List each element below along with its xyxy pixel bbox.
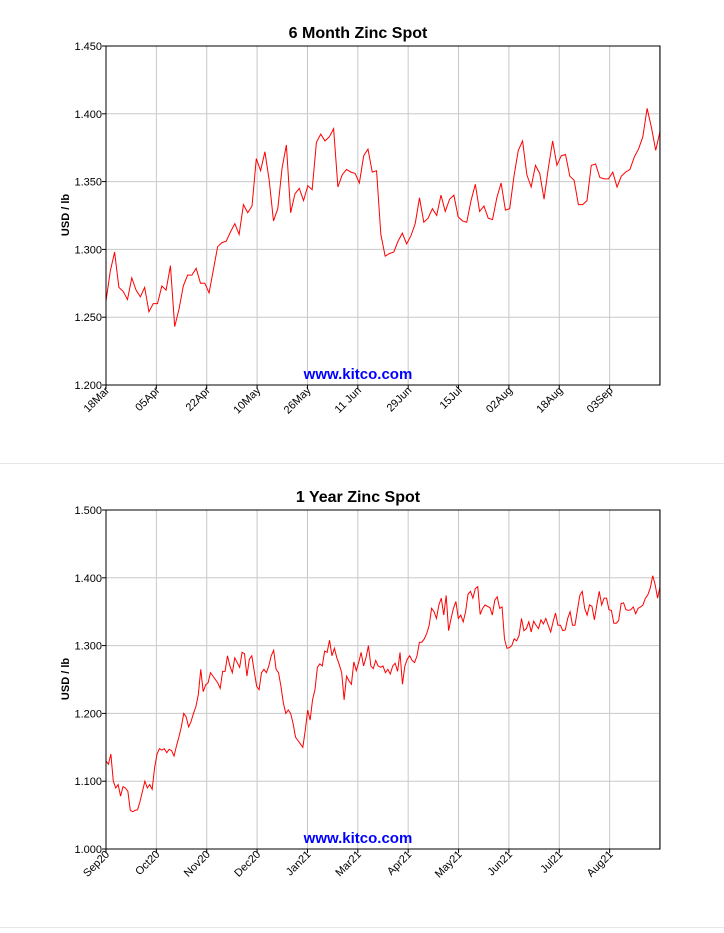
grid	[106, 510, 660, 849]
y-tick-label: 1.350	[74, 177, 102, 189]
x-tick-label: 26May	[282, 384, 314, 416]
x-tick-label: Jun21	[485, 849, 515, 879]
y-tick-label: 1.400	[74, 573, 102, 585]
y-ticks: 1.200 1.250 1.300 1.350 1.400 1.450	[74, 41, 106, 392]
x-tick-label: 15Jul	[438, 385, 465, 412]
y-tick-label: 1.300	[74, 244, 102, 256]
x-tick-label: Nov20	[182, 849, 213, 880]
chart-title: 6 Month Zinc Spot	[289, 25, 428, 42]
x-tick-label: Dec20	[232, 849, 263, 880]
y-tick-label: 1.500	[74, 505, 102, 517]
y-tick-label: 1.250	[74, 312, 102, 324]
x-tick-label: Aug21	[585, 849, 616, 880]
y-tick-label: 1.100	[74, 776, 102, 788]
chart-6-month-zinc-spot: 6 Month Zinc Spot USD / lb 1.200 1.250 1.3…	[60, 25, 661, 416]
watermark: www.kitco.com	[303, 830, 413, 847]
y-ticks: 1.000 1.100 1.200 1.300 1.400 1.500	[74, 505, 106, 856]
grid	[106, 46, 660, 385]
y-tick-label: 1.400	[74, 109, 102, 121]
x-tick-label: Mar21	[333, 849, 364, 880]
y-tick-label: 1.200	[74, 380, 102, 392]
y-axis-label: USD / lb	[60, 658, 72, 700]
plot-border	[105, 45, 661, 386]
y-tick-label: 1.450	[74, 41, 102, 53]
x-tick-label: 02Aug	[484, 385, 515, 416]
x-tick-label: 29Jun	[385, 385, 415, 415]
x-tick-label: Oct20	[133, 849, 162, 878]
x-tick-label: Jan21	[284, 849, 314, 879]
y-tick-label: 1.300	[74, 641, 102, 653]
x-tick-label: 22Apr	[184, 384, 213, 413]
chart-panel-6-month: 6 Month Zinc Spot USD / lb 1.200 1.250 1.3…	[0, 0, 724, 464]
price-line	[105, 575, 661, 813]
x-tick-label: 10May	[231, 384, 263, 416]
panel-separator	[0, 463, 724, 464]
x-tick-label: 18Aug	[534, 385, 565, 416]
watermark: www.kitco.com	[303, 366, 413, 383]
y-tick-label: 1.200	[74, 708, 102, 720]
price-line	[105, 108, 661, 327]
x-ticks: Sep20 Oct20 Nov20 Dec20 Jan21 Mar21 Apr21 May21…	[81, 849, 616, 881]
x-tick-label: May21	[433, 849, 465, 881]
x-tick-label: Jul21	[538, 849, 565, 876]
plot-border	[105, 509, 661, 850]
y-tick-label: 1.000	[74, 844, 102, 856]
x-ticks: 18Mar 05Apr 22Apr 10May 26May 11 Jun 29Jun 15Ju…	[82, 384, 616, 416]
y-axis-label: USD / lb	[60, 194, 72, 236]
x-tick-label: 03Sep	[585, 385, 616, 416]
x-tick-label: 05Apr	[133, 384, 162, 413]
x-tick-label: 11 Jun	[333, 385, 364, 416]
chart-panel-1-year: 1 Year Zinc Spot USD / lb 1.000 1.100 1.20…	[0, 464, 724, 928]
chart-1-year-zinc-spot: 1 Year Zinc Spot USD / lb 1.000 1.100 1.20…	[60, 489, 661, 881]
x-tick-label: Apr21	[385, 849, 414, 878]
chart-title: 1 Year Zinc Spot	[296, 489, 421, 506]
